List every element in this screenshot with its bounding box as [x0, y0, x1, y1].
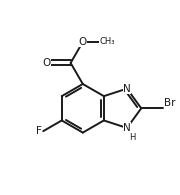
Text: H: H: [129, 133, 136, 142]
Text: N: N: [123, 123, 131, 133]
Text: O: O: [79, 37, 87, 47]
Text: F: F: [37, 126, 42, 136]
Text: O: O: [42, 58, 50, 68]
Text: CH₃: CH₃: [99, 37, 115, 46]
Text: Br: Br: [164, 98, 175, 108]
Text: N: N: [123, 84, 131, 94]
